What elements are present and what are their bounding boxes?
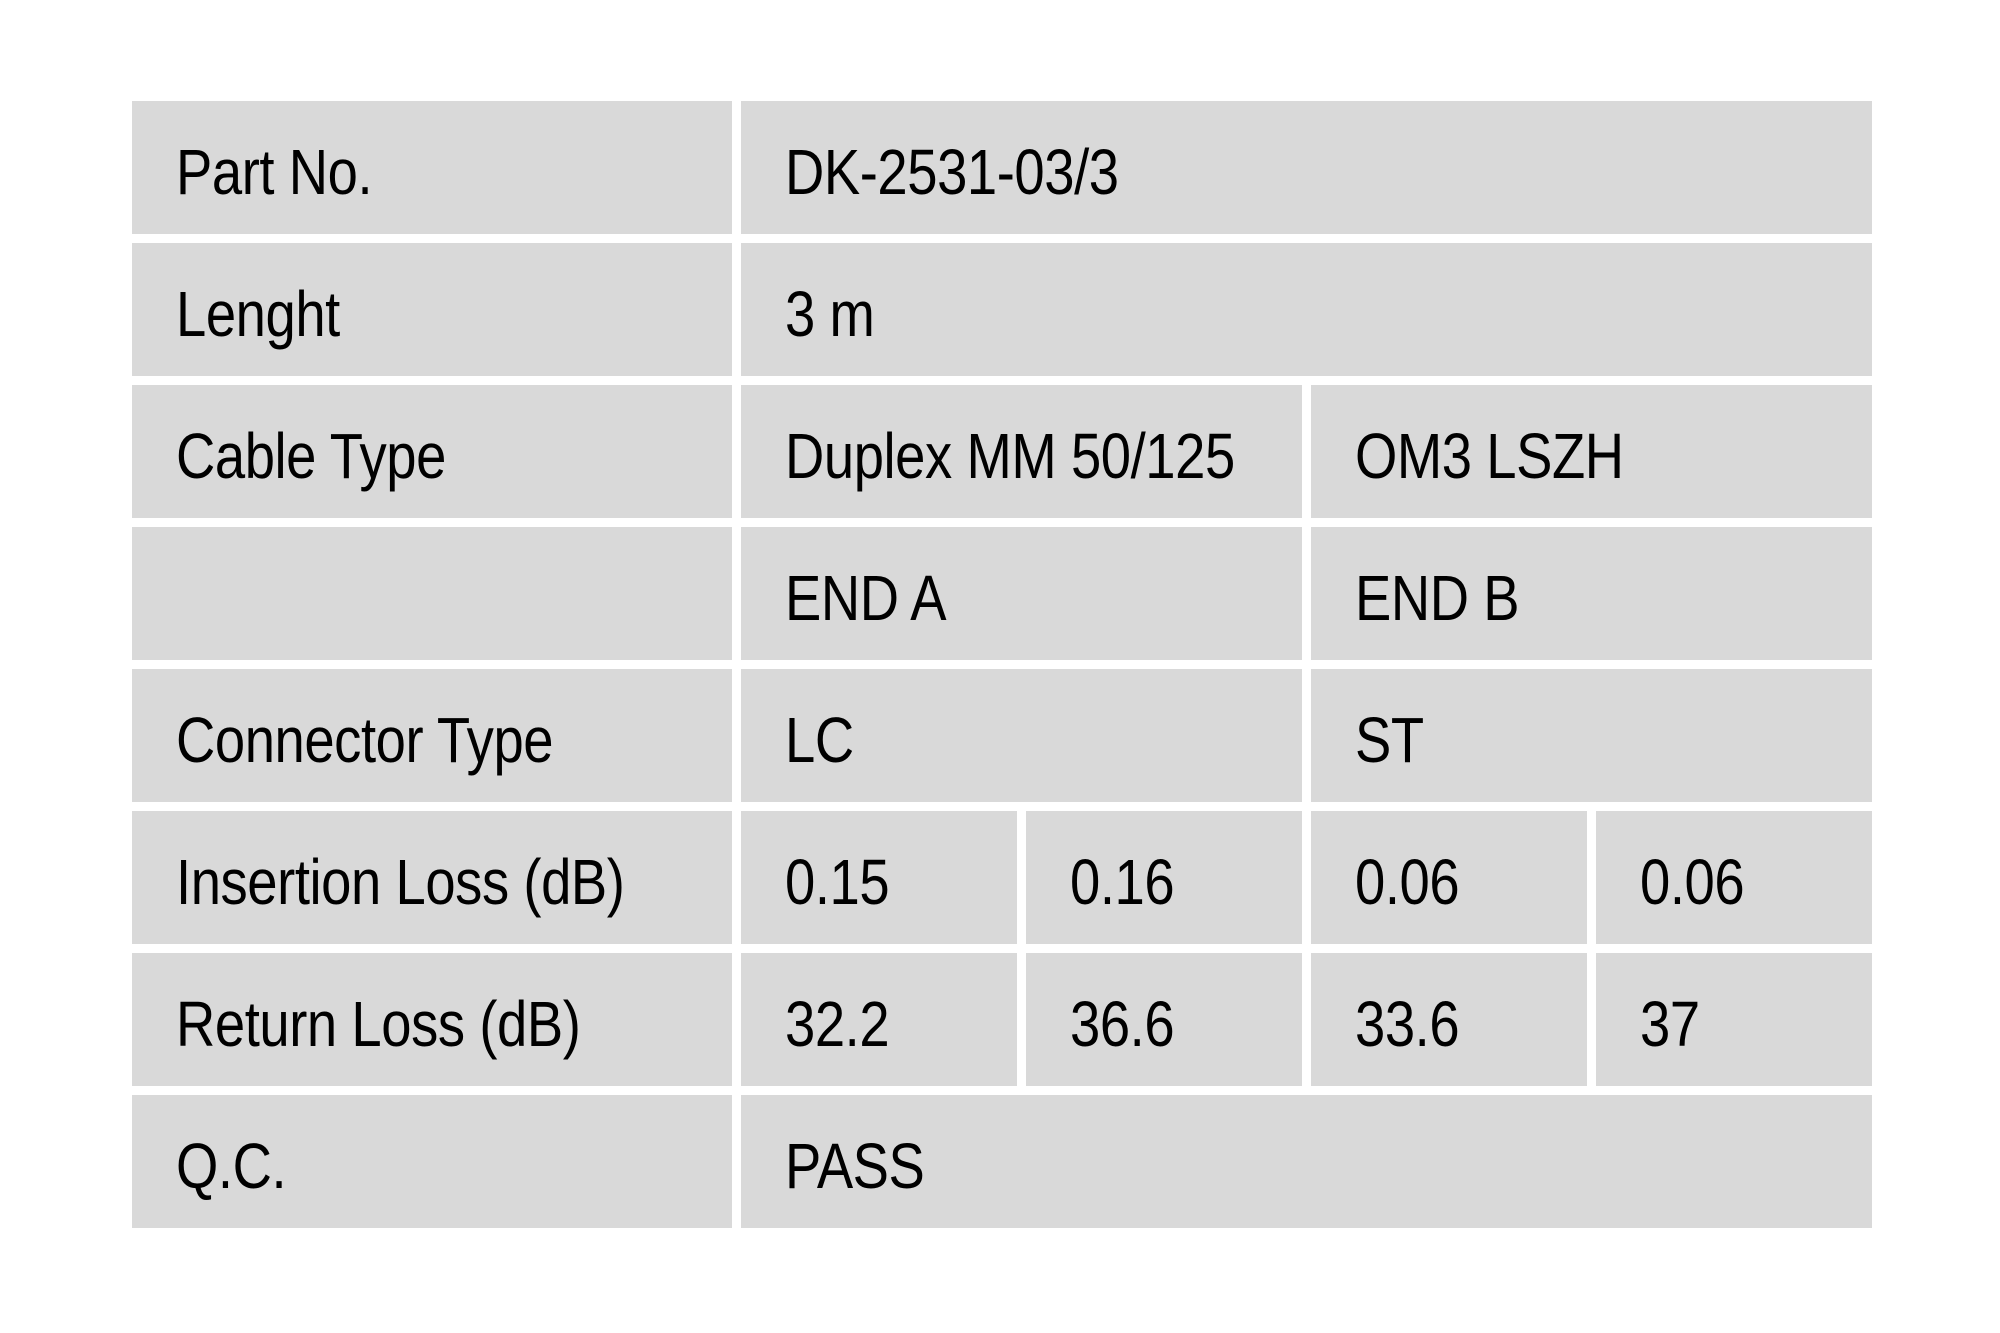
value-part-no: DK-2531-03/3 xyxy=(785,135,1119,208)
value-cell-return-loss-b1: 33.6 xyxy=(1311,953,1587,1086)
value-length: 3 m xyxy=(785,277,875,350)
value-cell-cable-type-b: OM3 LSZH xyxy=(1311,385,1872,518)
label-cell-insertion-loss: Insertion Loss (dB) xyxy=(132,811,732,944)
label-qc: Q.C. xyxy=(176,1129,287,1202)
value-cell-cable-type-a: Duplex MM 50/125 xyxy=(741,385,1302,518)
value-return-loss-b1: 33.6 xyxy=(1355,987,1460,1060)
label-insertion-loss: Insertion Loss (dB) xyxy=(176,845,625,918)
label-cell-connector-type: Connector Type xyxy=(132,669,732,802)
value-connector-end-a: LC xyxy=(785,703,854,776)
value-insertion-loss-a1: 0.15 xyxy=(785,845,890,918)
label-cell-ends-empty xyxy=(132,527,732,660)
value-cell-qc: PASS xyxy=(741,1095,1872,1228)
label-connector-type: Connector Type xyxy=(176,703,554,776)
label-cable-type: Cable Type xyxy=(176,419,446,492)
value-return-loss-a1: 32.2 xyxy=(785,987,890,1060)
value-insertion-loss-a2: 0.16 xyxy=(1070,845,1175,918)
value-return-loss-b2: 37 xyxy=(1640,987,1700,1060)
value-cell-return-loss-a1: 32.2 xyxy=(741,953,1017,1086)
value-cable-type-b: OM3 LSZH xyxy=(1355,419,1624,492)
label-cell-cable-type: Cable Type xyxy=(132,385,732,518)
value-cell-connector-end-b: ST xyxy=(1311,669,1872,802)
label-cell-qc: Q.C. xyxy=(132,1095,732,1228)
value-cell-return-loss-b2: 37 xyxy=(1596,953,1872,1086)
header-end-b: END B xyxy=(1355,561,1520,634)
value-return-loss-a2: 36.6 xyxy=(1070,987,1175,1060)
value-cell-insertion-loss-a2: 0.16 xyxy=(1026,811,1302,944)
label-cell-return-loss: Return Loss (dB) xyxy=(132,953,732,1086)
header-cell-end-a: END A xyxy=(741,527,1302,660)
label-return-loss: Return Loss (dB) xyxy=(176,987,581,1060)
label-cell-part-no: Part No. xyxy=(132,101,732,234)
value-qc-pass: PASS xyxy=(785,1129,925,1202)
value-cell-insertion-loss-b1: 0.06 xyxy=(1311,811,1587,944)
value-cell-insertion-loss-a1: 0.15 xyxy=(741,811,1017,944)
spec-table: Part No. DK-2531-03/3 Lenght 3 m Cable T… xyxy=(132,101,1872,1228)
label-length: Lenght xyxy=(176,277,340,350)
value-cell-return-loss-a2: 36.6 xyxy=(1026,953,1302,1086)
label-cell-length: Lenght xyxy=(132,243,732,376)
value-cable-type-a: Duplex MM 50/125 xyxy=(785,419,1235,492)
value-insertion-loss-b1: 0.06 xyxy=(1355,845,1460,918)
header-cell-end-b: END B xyxy=(1311,527,1872,660)
value-cell-part-no: DK-2531-03/3 xyxy=(741,101,1872,234)
value-cell-insertion-loss-b2: 0.06 xyxy=(1596,811,1872,944)
value-cell-length: 3 m xyxy=(741,243,1872,376)
value-cell-connector-end-a: LC xyxy=(741,669,1302,802)
value-insertion-loss-b2: 0.06 xyxy=(1640,845,1745,918)
header-end-a: END A xyxy=(785,561,947,634)
label-part-no: Part No. xyxy=(176,135,373,208)
value-connector-end-b: ST xyxy=(1355,703,1424,776)
